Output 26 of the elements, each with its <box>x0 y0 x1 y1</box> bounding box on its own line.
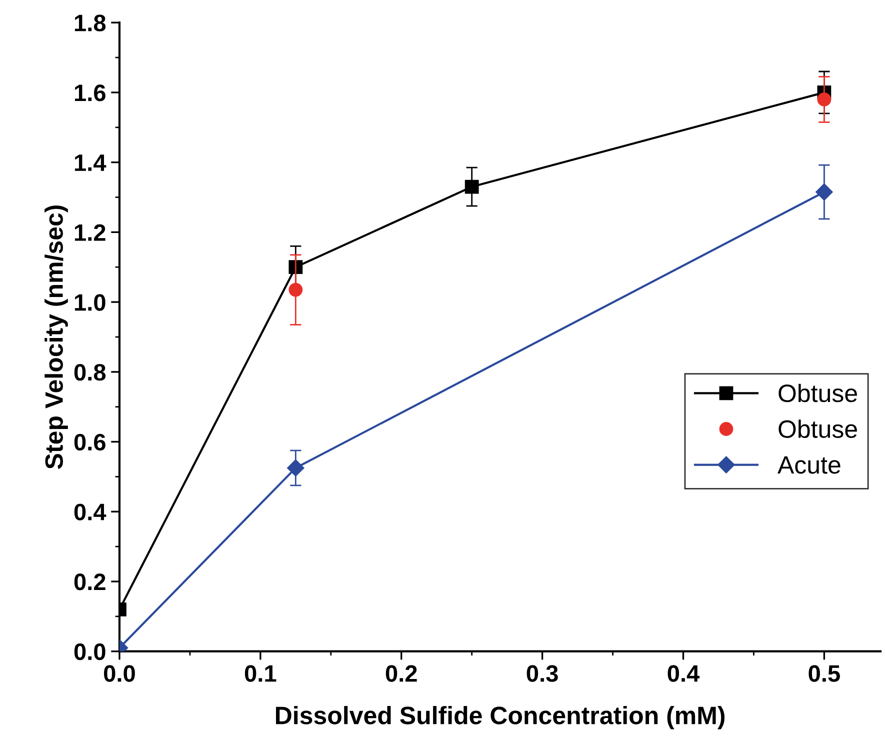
y-tick-label: 0.2 <box>74 574 106 590</box>
legend-label: Acute <box>778 456 840 474</box>
y-tick-label: 0.4 <box>74 504 106 520</box>
y-tick-label: 1.6 <box>74 84 106 102</box>
y-tick-label: 1.2 <box>74 224 106 241</box>
legend-label: Obtuse <box>778 384 857 402</box>
x-tick-label: 0.2 <box>386 665 417 682</box>
y-tick-label: 1.8 <box>74 14 106 32</box>
x-tick-label: 0.0 <box>104 665 135 682</box>
y-tick-label: 0.6 <box>74 434 106 451</box>
point <box>464 180 479 194</box>
x-tick-label: 0.4 <box>668 665 700 682</box>
y-axis-title: Step Velocity (nm/sec) <box>44 206 68 469</box>
y-tick-label: 1.4 <box>74 154 106 171</box>
x-tick-label: 0.3 <box>526 665 558 682</box>
point <box>288 282 303 297</box>
point <box>287 459 304 477</box>
y-tick-label: 0.0 <box>74 643 106 660</box>
x-axis-title: Dissolved Sulfide Concentration (mM) <box>276 706 725 730</box>
y-tick-label: 0.8 <box>74 364 106 381</box>
x-tick-label: 0.1 <box>244 665 276 682</box>
point <box>817 92 832 106</box>
y-tick-label: 1.0 <box>74 294 106 311</box>
x-tick-label: 0.5 <box>808 665 840 682</box>
legend-label: Obtuse <box>778 420 857 438</box>
point <box>816 183 833 201</box>
